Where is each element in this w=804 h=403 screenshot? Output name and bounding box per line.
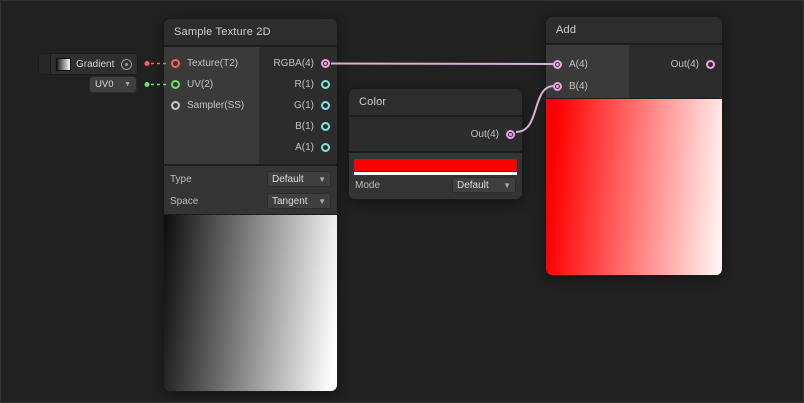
port-uv2[interactable]: [171, 80, 180, 89]
port-add-a4[interactable]: [553, 59, 562, 69]
dropdown-uv-channel[interactable]: UV0 ▼: [90, 77, 136, 92]
dropdown-value: Tangent: [272, 195, 308, 207]
uv-channel-value: UV0: [95, 79, 114, 90]
color-alpha-bar: [354, 172, 517, 175]
port-texture-t2[interactable]: [171, 59, 180, 68]
port-row: G(1): [259, 95, 337, 116]
port-row: Out(4): [349, 124, 522, 145]
property-label: Gradient: [76, 58, 115, 70]
node-title: Sample Texture 2D: [164, 19, 337, 47]
port-rgba4[interactable]: [321, 59, 330, 68]
port-r1[interactable]: [321, 80, 330, 89]
chevron-down-icon: ▼: [503, 180, 511, 190]
port-label: Sampler(SS): [187, 100, 245, 111]
control-label: Type: [170, 173, 192, 185]
port-add-out4[interactable]: [706, 59, 715, 69]
node-color[interactable]: Color Out(4) Mode Default ▼: [349, 89, 522, 199]
node-title: Color: [349, 89, 522, 117]
port-row: Texture(T2): [164, 53, 259, 74]
color-swatch[interactable]: [354, 159, 517, 171]
control-label: Mode: [355, 179, 381, 191]
dropdown-value: Default: [457, 179, 489, 191]
port-label: RGBA(4): [273, 58, 314, 69]
property-node-gradient[interactable]: Gradient: [39, 54, 137, 74]
port-label: UV(2): [187, 79, 214, 90]
control-label: Space: [170, 195, 199, 207]
port-b1[interactable]: [321, 122, 330, 131]
port-row: B(1): [259, 116, 337, 137]
port-row: RGBA(4): [259, 53, 337, 74]
dropdown-mode[interactable]: Default ▼: [452, 177, 516, 193]
port-label: R(1): [294, 79, 314, 90]
port-row: B(4): [546, 75, 629, 97]
port-row: R(1): [259, 74, 337, 95]
port-row: Sampler(SS): [164, 95, 259, 116]
texture-preview: [164, 214, 337, 391]
add-preview: [546, 98, 722, 275]
node-sample-texture-2d[interactable]: Sample Texture 2D Texture(T2) UV(2) Samp…: [164, 19, 337, 391]
port-add-b4[interactable]: [553, 81, 562, 91]
wire-rgba-to-a[interactable]: [330, 62, 555, 65]
port-sampler-ss[interactable]: [171, 101, 180, 110]
port-label: G(1): [294, 100, 314, 111]
port-row: A(4): [546, 53, 629, 75]
port-label: Texture(T2): [187, 58, 239, 69]
node-add[interactable]: Add A(4) B(4) Out(4): [546, 17, 722, 275]
port-label: Out(4): [670, 58, 699, 70]
dropdown-value: Default: [272, 173, 304, 185]
wire-gradient-endpoint: [144, 61, 150, 66]
port-label: B(4): [569, 80, 588, 92]
dropdown-type[interactable]: Default ▼: [267, 171, 331, 187]
chevron-down-icon: ▼: [318, 196, 326, 206]
property-body[interactable]: Gradient: [51, 54, 137, 74]
port-label: B(1): [295, 121, 314, 132]
exposed-property-icon: [121, 58, 132, 70]
port-a1[interactable]: [321, 143, 330, 152]
port-label: Out(4): [470, 128, 499, 140]
port-row: A(1): [259, 137, 337, 158]
node-title: Add: [546, 17, 722, 45]
dropdown-space[interactable]: Tangent ▼: [267, 193, 331, 209]
chevron-down-icon: ▼: [318, 174, 326, 184]
chevron-down-icon: ▼: [124, 81, 131, 88]
port-color-out4[interactable]: [506, 129, 515, 139]
gradient-thumbnail: [56, 57, 71, 71]
port-row: UV(2): [164, 74, 259, 95]
port-row: Out(4): [629, 53, 722, 75]
port-label: A(4): [569, 58, 588, 70]
property-handle[interactable]: [39, 54, 51, 74]
wire-uv0-endpoint: [144, 82, 150, 87]
port-g1[interactable]: [321, 101, 330, 110]
port-label: A(1): [295, 142, 314, 153]
